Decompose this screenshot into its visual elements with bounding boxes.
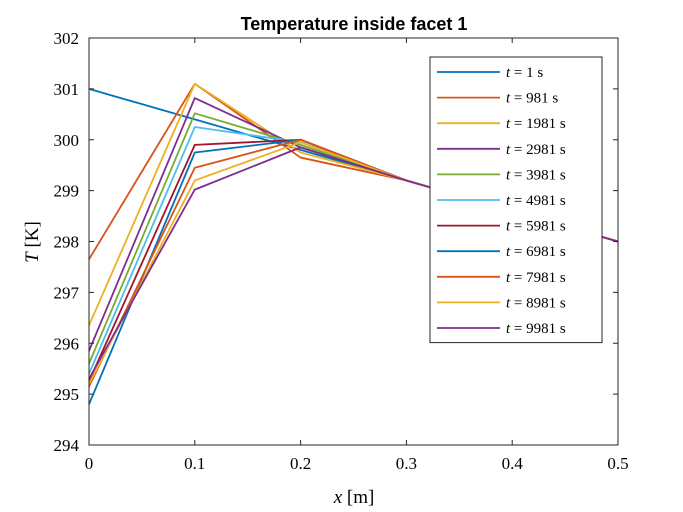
axes-layer: 0 0.1 0.2 0.3 0.4 0.5 294 295 296 297 298 299 300 301… bbox=[54, 29, 629, 473]
legend-entry: t = 981 s bbox=[506, 91, 558, 107]
legend-entry: t = 7981 s bbox=[506, 270, 566, 286]
y-tick-label: 300 bbox=[54, 131, 80, 150]
legend-entry: t = 4981 s bbox=[506, 193, 566, 209]
x-tick-label: 0.3 bbox=[396, 454, 417, 473]
legend-entry: t = 3981 s bbox=[506, 167, 566, 183]
x-tick-label: 0.5 bbox=[607, 454, 628, 473]
legend-entry: t = 1981 s bbox=[506, 116, 566, 132]
y-tick-label: 301 bbox=[54, 80, 80, 99]
y-tick-label: 294 bbox=[54, 436, 80, 455]
y-tick-label: 298 bbox=[54, 233, 80, 252]
y-tick-label: 302 bbox=[54, 29, 80, 48]
y-tick-label: 296 bbox=[54, 334, 80, 353]
y-tick-label: 297 bbox=[54, 283, 80, 302]
legend-entry: t = 2981 s bbox=[506, 142, 566, 158]
legend-entry: t = 8981 s bbox=[506, 295, 566, 311]
y-axis-label: T [K] bbox=[22, 221, 43, 263]
x-tick-label: 0 bbox=[85, 454, 94, 473]
y-tick-label: 295 bbox=[54, 385, 80, 404]
legend: t = 1 s t = 981 s t = 1981 s t = 2981 s t = … bbox=[429, 56, 603, 344]
y-tick-label: 299 bbox=[54, 182, 80, 201]
x-axis-label: x [m] bbox=[333, 487, 375, 508]
x-tick-label: 0.1 bbox=[184, 454, 205, 473]
legend-entry: t = 5981 s bbox=[506, 219, 566, 235]
legend-entry: t = 6981 s bbox=[506, 244, 566, 260]
chart-title: Temperature inside facet 1 bbox=[241, 14, 468, 34]
x-tick-label: 0.2 bbox=[290, 454, 311, 473]
x-tick-label: 0.4 bbox=[502, 454, 524, 473]
legend-entry: t = 9981 s bbox=[506, 321, 566, 337]
legend-entry: t = 1 s bbox=[506, 65, 543, 81]
